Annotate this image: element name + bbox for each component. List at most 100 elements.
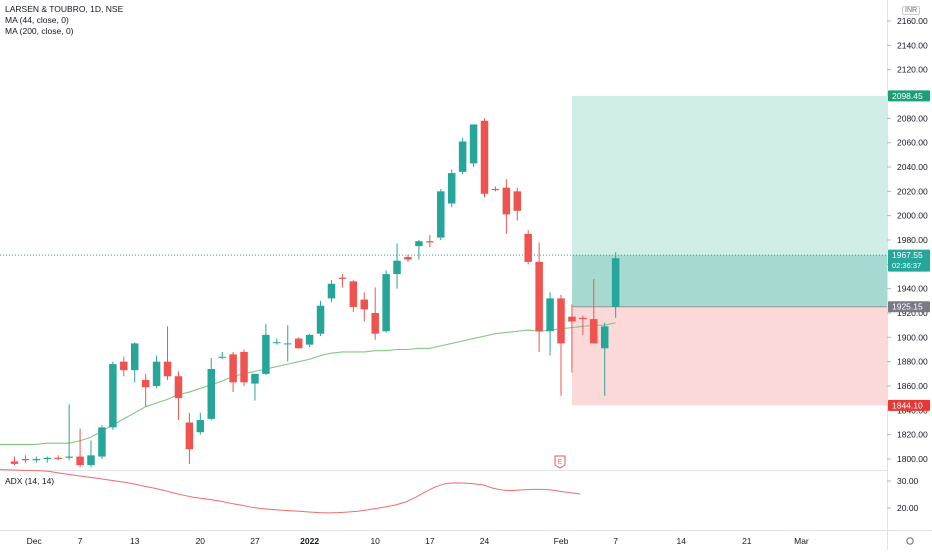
candle[interactable] <box>404 254 412 262</box>
candle-body[interactable] <box>535 261 543 332</box>
candle[interactable] <box>568 304 576 373</box>
candle[interactable] <box>262 323 270 376</box>
candle-body[interactable] <box>43 457 52 459</box>
candle-body[interactable] <box>557 298 565 344</box>
candle-body[interactable] <box>98 427 106 457</box>
candle-body[interactable] <box>404 257 412 260</box>
candle-body[interactable] <box>251 373 259 384</box>
stop-zone[interactable] <box>572 306 887 406</box>
candle[interactable] <box>338 274 347 288</box>
candle[interactable] <box>447 169 456 208</box>
candle-body[interactable] <box>382 274 390 332</box>
candle[interactable] <box>360 292 369 322</box>
target-price-label[interactable]: 2098.45 <box>888 90 930 102</box>
ma200-legend[interactable]: MA (200, close, 0) <box>5 26 74 36</box>
candle-body[interactable] <box>502 187 511 215</box>
time-axis[interactable]: Dec 7 13 20 27 2022 10 17 24 Feb 7 14 21 Mar <box>27 536 809 546</box>
candle[interactable] <box>240 349 248 387</box>
candle[interactable] <box>98 424 106 459</box>
candle-body[interactable] <box>218 356 226 358</box>
candle[interactable] <box>546 292 554 356</box>
candle-body[interactable] <box>240 351 248 383</box>
candle-body[interactable] <box>141 379 150 388</box>
adx-axis[interactable]: 20.00 30.00 <box>887 476 919 513</box>
candle-body[interactable] <box>87 455 95 466</box>
entry-price-label[interactable]: 1925.15 <box>888 301 930 313</box>
candle[interactable] <box>251 373 259 401</box>
candle[interactable] <box>130 342 139 383</box>
candle-body[interactable] <box>207 368 215 419</box>
candle[interactable] <box>415 240 423 260</box>
candle-body[interactable] <box>600 326 609 349</box>
candle[interactable] <box>316 300 325 337</box>
candle[interactable] <box>196 412 205 435</box>
candle-body[interactable] <box>426 241 434 243</box>
candle-body[interactable] <box>32 459 41 461</box>
candle[interactable] <box>284 325 292 362</box>
candle[interactable] <box>32 456 41 463</box>
candle-body[interactable] <box>305 334 314 345</box>
candle-body[interactable] <box>130 343 139 371</box>
candle[interactable] <box>207 358 215 421</box>
candle-body[interactable] <box>349 281 358 307</box>
candle-body[interactable] <box>273 342 281 344</box>
candle-body[interactable] <box>185 422 194 450</box>
candle-body[interactable] <box>458 141 467 172</box>
candle[interactable] <box>229 351 237 393</box>
candle-body[interactable] <box>371 313 379 334</box>
candle[interactable] <box>152 355 161 389</box>
stop-price-label[interactable]: 1844.10 <box>888 399 930 411</box>
candle[interactable] <box>218 351 226 360</box>
candle[interactable] <box>480 118 489 198</box>
candle[interactable] <box>382 270 390 333</box>
candle-body[interactable] <box>120 361 128 371</box>
candle-body[interactable] <box>491 188 500 191</box>
candle[interactable] <box>141 373 150 407</box>
candle-body[interactable] <box>360 299 369 310</box>
candle[interactable] <box>294 337 303 349</box>
candle-body[interactable] <box>513 191 522 211</box>
candle-body[interactable] <box>109 364 117 428</box>
candle[interactable] <box>327 280 336 303</box>
adx-legend[interactable]: ADX (14, 14) <box>5 476 55 486</box>
candle-body[interactable] <box>611 258 620 307</box>
candle-body[interactable] <box>469 124 478 164</box>
candle-body[interactable] <box>174 376 183 399</box>
candle[interactable] <box>437 188 445 240</box>
candle[interactable] <box>54 455 62 461</box>
candle[interactable] <box>273 338 281 345</box>
candle-body[interactable] <box>579 317 587 320</box>
candle[interactable] <box>393 243 401 289</box>
candle-body[interactable] <box>21 459 30 461</box>
candle-body[interactable] <box>590 319 598 344</box>
candle-body[interactable] <box>76 456 84 466</box>
currency-badge[interactable]: INR <box>902 6 921 15</box>
ma44-legend[interactable]: MA (44, close, 0) <box>5 15 69 25</box>
candle-body[interactable] <box>316 305 325 334</box>
adx-line[interactable] <box>0 469 581 514</box>
candle[interactable] <box>469 124 478 167</box>
candle[interactable] <box>76 428 84 468</box>
candle[interactable] <box>579 315 587 335</box>
candle-body[interactable] <box>447 173 456 204</box>
earnings-marker[interactable]: E <box>554 455 566 469</box>
candle[interactable] <box>65 404 73 461</box>
candle-body[interactable] <box>415 241 423 247</box>
candle[interactable] <box>590 278 598 344</box>
candle[interactable] <box>557 294 565 396</box>
candle[interactable] <box>185 412 194 464</box>
candle[interactable] <box>21 455 30 463</box>
candle[interactable] <box>371 287 379 340</box>
candle-body[interactable] <box>568 316 576 322</box>
candle-body[interactable] <box>284 343 292 345</box>
candle[interactable] <box>349 280 358 312</box>
candle-body[interactable] <box>196 420 205 433</box>
candle-body[interactable] <box>54 457 62 459</box>
candle[interactable] <box>458 137 467 175</box>
candle-body[interactable] <box>338 277 347 279</box>
candle[interactable] <box>43 456 52 463</box>
candle-body[interactable] <box>480 120 489 194</box>
